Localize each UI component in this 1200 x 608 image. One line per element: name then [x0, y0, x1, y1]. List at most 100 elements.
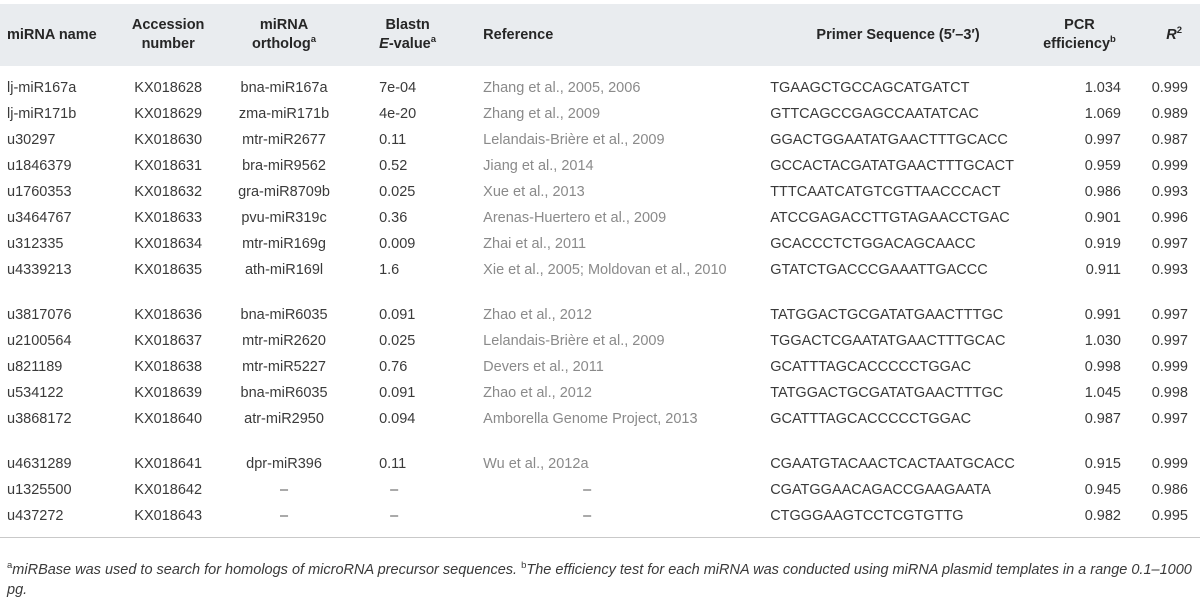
cell-pcr-efficiency: 0.997 — [1084, 132, 1121, 148]
cell-ortholog: ath-miR169l — [244, 262, 324, 278]
footnote-a: miRBase was used to search for homologs … — [12, 562, 518, 578]
cell-mirna-name: lj-miR171b — [7, 106, 77, 122]
cell-primer: TATGGACTGCGATATGAACTTTGC — [770, 307, 1004, 323]
table-row: lj-miR171b KX018629 zma-miR171b 4e-20 Zhang … — [0, 102, 1200, 128]
cell-ortholog: bna-miR6035 — [240, 385, 328, 401]
table-row: u3868172 KX018640 atr-miR2950 0.094 Amborell… — [0, 407, 1200, 452]
cell-reference: Zhao et al., 2012 — [483, 385, 592, 401]
cell-accession: KX018636 — [134, 307, 203, 323]
cell-pcr-efficiency: 1.045 — [1084, 385, 1121, 401]
cell-mirna-name: u534122 — [7, 385, 64, 401]
cell-evalue: 0.36 — [379, 210, 408, 226]
cell-accession: KX018629 — [134, 106, 203, 122]
cell-primer: ATCCGAGACCTTGTAGAACCTGAC — [770, 210, 1010, 226]
cell-primer: GTTCAGCCGAGCCAATATCAC — [770, 106, 979, 122]
cell-ortholog: dpr-miR396 — [246, 456, 322, 472]
cell-accession: KX018639 — [134, 385, 203, 401]
cell-r2: 0.993 — [1151, 262, 1188, 278]
cell-pcr-efficiency: 0.911 — [1085, 262, 1121, 278]
table-footnotes: amiRBase was used to search for homologs… — [7, 560, 1192, 598]
table-row: u1325500 KX018642 – – – CGATGGAACAGACCGAAGAAT… — [0, 478, 1200, 504]
cell-primer: GCCACTACGATATGAACTTTGCACT — [770, 158, 1014, 174]
cell-ortholog: atr-miR2950 — [244, 411, 324, 427]
cell-pcr-efficiency: 0.901 — [1084, 210, 1121, 226]
cell-r2: 0.995 — [1151, 508, 1188, 524]
cell-primer: GGACTGGAATATGAACTTTGCACC — [770, 132, 1008, 148]
cell-evalue: 4e-20 — [379, 106, 417, 122]
table-row: u437272 KX018643 – – – CTGGGAAGTCCTCGTGTTG 0.9… — [0, 504, 1200, 538]
table-row: u821189 KX018638 mtr-miR5227 0.76 Devers et … — [0, 355, 1200, 381]
cell-pcr-efficiency: 0.987 — [1084, 411, 1121, 427]
cell-evalue: – — [390, 508, 399, 524]
cell-reference: Zhai et al., 2011 — [483, 236, 587, 252]
cell-primer: TGAAGCTGCCAGCATGATCT — [770, 80, 970, 96]
cell-pcr-efficiency: 0.945 — [1084, 482, 1121, 498]
cell-r2: 0.997 — [1151, 411, 1188, 427]
cell-r2: 0.999 — [1151, 158, 1188, 174]
cell-reference: Zhang et al., 2009 — [483, 106, 601, 122]
cell-ortholog: bna-miR6035 — [240, 307, 328, 323]
cell-accession: KX018643 — [134, 508, 203, 524]
cell-evalue: 7e-04 — [379, 80, 417, 96]
cell-ortholog: gra-miR8709b — [238, 184, 330, 200]
table-row: u4339213 KX018635 ath-miR169l 1.6 Xie et al.… — [0, 258, 1200, 303]
cell-evalue: 0.025 — [379, 184, 416, 200]
cell-reference: Lelandais-Brière et al., 2009 — [483, 333, 665, 349]
cell-pcr-efficiency: 0.991 — [1084, 307, 1121, 323]
cell-primer: TTTCAATCATGTCGTTAACCCACT — [770, 184, 1001, 200]
cell-r2: 0.989 — [1151, 106, 1188, 122]
cell-mirna-name: u312335 — [7, 236, 64, 252]
mirna-table: miRNA name Accession number miRNA ortholog… — [0, 4, 1200, 538]
cell-ortholog: mtr-miR2620 — [242, 333, 326, 349]
header-ortholog: miRNA orthologa — [251, 17, 317, 52]
cell-reference: Devers et al., 2011 — [483, 359, 604, 375]
table-header: miRNA name Accession number miRNA ortholog… — [0, 4, 1200, 66]
cell-accession: KX018630 — [134, 132, 203, 148]
cell-primer: GCACCCTCTGGACAGCAACC — [770, 236, 976, 252]
table-row: u312335 KX018634 mtr-miR169g 0.009 Zhai et a… — [0, 232, 1200, 258]
cell-reference: Xue et al., 2013 — [483, 184, 585, 200]
cell-primer: TATGGACTGCGATATGAACTTTGC — [770, 385, 1004, 401]
table-row: u1846379 KX018631 bra-miR9562 0.52 Jiang et … — [0, 154, 1200, 180]
cell-pcr-efficiency: 0.915 — [1084, 456, 1121, 472]
cell-primer: TGGACTCGAATATGAACTTTGCAC — [770, 333, 1006, 349]
cell-mirna-name: u1325500 — [7, 482, 72, 498]
header-blastn: Blastn E-valuea — [379, 17, 437, 52]
cell-evalue: – — [390, 482, 399, 498]
cell-primer: CTGGGAAGTCCTCGTGTTG — [770, 508, 964, 524]
cell-r2: 0.993 — [1151, 184, 1188, 200]
cell-pcr-efficiency: 0.959 — [1084, 158, 1121, 174]
cell-reference: Arenas-Huertero et al., 2009 — [483, 210, 667, 226]
cell-pcr-efficiency: 0.919 — [1084, 236, 1121, 252]
header-mirna-name: miRNA name — [7, 26, 97, 43]
cell-mirna-name: u2100564 — [7, 333, 72, 349]
cell-accession: KX018628 — [134, 80, 203, 96]
cell-ortholog: mtr-miR169g — [242, 236, 326, 252]
cell-r2: 0.987 — [1151, 132, 1188, 148]
header-pcr-efficiency: PCR efficiencyb — [1043, 17, 1116, 52]
cell-primer: CGATGGAACAGACCGAAGAATA — [770, 482, 991, 498]
cell-pcr-efficiency: 1.030 — [1084, 333, 1121, 349]
cell-evalue: 0.52 — [379, 158, 408, 174]
cell-reference: – — [583, 508, 592, 524]
cell-mirna-name: lj-miR167a — [7, 80, 77, 96]
cell-mirna-name: u4339213 — [7, 262, 72, 278]
footnote-b: The efficiency test for each miRNA was c… — [7, 562, 1192, 598]
cell-reference: Amborella Genome Project, 2013 — [483, 411, 698, 427]
cell-accession: KX018635 — [134, 262, 203, 278]
cell-accession: KX018631 — [134, 158, 203, 174]
cell-accession: KX018642 — [134, 482, 203, 498]
cell-primer: CGAATGTACAACTCACTAATGCACC — [770, 456, 1015, 472]
cell-mirna-name: u30297 — [7, 132, 56, 148]
cell-r2: 0.998 — [1151, 385, 1188, 401]
header-row: miRNA name Accession number miRNA ortholog… — [0, 4, 1200, 66]
cell-evalue: 1.6 — [379, 262, 400, 278]
cell-evalue: 0.094 — [379, 411, 416, 427]
cell-mirna-name: u1846379 — [7, 158, 72, 174]
table-row: lj-miR167a KX018628 bna-miR167a 7e-04 Zhang … — [0, 66, 1200, 102]
table-row: u3464767 KX018633 pvu-miR319c 0.36 Arenas-Hu… — [0, 206, 1200, 232]
cell-evalue: 0.76 — [379, 359, 408, 375]
cell-ortholog: mtr-miR5227 — [242, 359, 326, 375]
cell-reference: – — [583, 482, 592, 498]
